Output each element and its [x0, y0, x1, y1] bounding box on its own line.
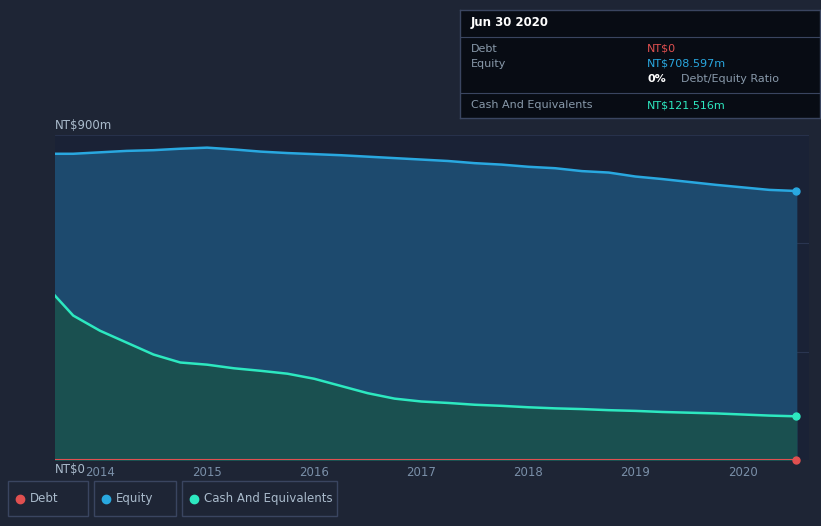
Text: NT$0: NT$0	[647, 44, 677, 54]
Text: NT$0: NT$0	[55, 463, 86, 476]
Bar	[8, 481, 88, 516]
Text: Cash And Equivalents: Cash And Equivalents	[204, 492, 333, 505]
Text: Cash And Equivalents: Cash And Equivalents	[470, 100, 592, 110]
Text: NT$900m: NT$900m	[55, 119, 112, 133]
Bar	[182, 481, 337, 516]
Text: Jun 30 2020: Jun 30 2020	[470, 16, 548, 29]
Text: Equity: Equity	[470, 59, 507, 69]
Text: Debt: Debt	[470, 44, 498, 54]
Bar	[94, 481, 176, 516]
Text: 0%: 0%	[647, 74, 666, 84]
Text: NT$708.597m: NT$708.597m	[647, 59, 727, 69]
Text: Debt/Equity Ratio: Debt/Equity Ratio	[681, 74, 779, 84]
Text: NT$121.516m: NT$121.516m	[647, 100, 726, 110]
Text: Equity: Equity	[116, 492, 154, 505]
Text: Debt: Debt	[30, 492, 58, 505]
